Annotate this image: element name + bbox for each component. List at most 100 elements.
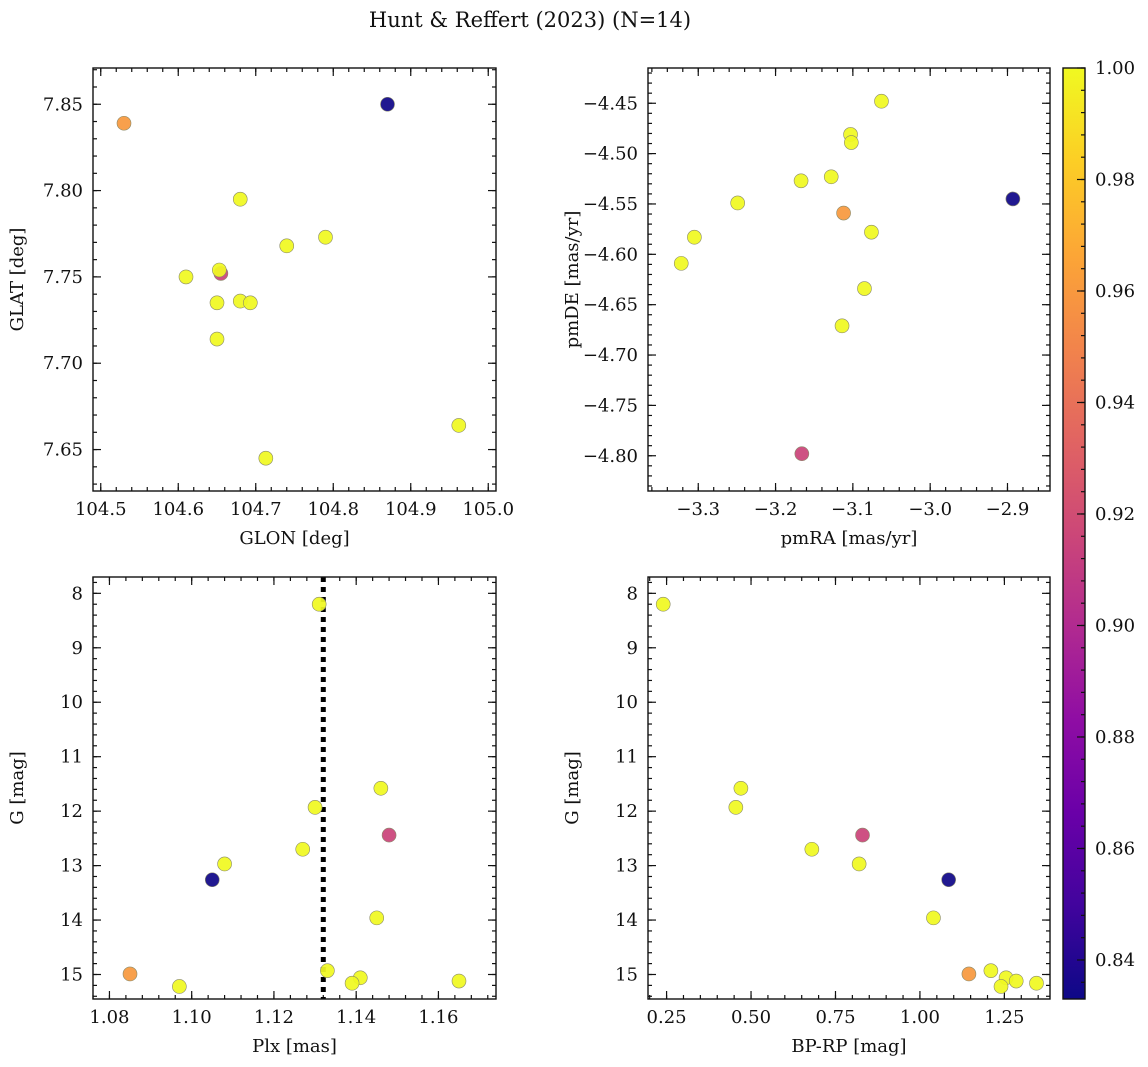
y-tick-label: 8	[627, 583, 638, 604]
y-axis-label: G [mag]	[562, 751, 583, 824]
y-tick-label: 9	[72, 638, 83, 659]
x-tick-label: 1.16	[418, 1007, 458, 1028]
scatter-point	[673, 256, 689, 271]
colorbar-tick-label: 1.00	[1095, 58, 1135, 79]
scatter-point	[730, 195, 745, 211]
scatter-point	[209, 295, 225, 311]
x-tick-label: 0.50	[731, 1007, 771, 1028]
scatter-point	[279, 238, 295, 254]
scatter-point	[172, 979, 187, 994]
colorbar-tick-label: 0.86	[1095, 838, 1135, 859]
y-tick-label: 9	[627, 638, 638, 659]
y-tick-label: 12	[615, 801, 638, 822]
colorbar-tick-label: 0.84	[1095, 950, 1135, 971]
scatter-point	[344, 975, 360, 991]
x-tick-label: −3.1	[831, 499, 875, 520]
x-tick-label: 105.0	[462, 499, 514, 520]
colorbar-tick-label: 0.94	[1095, 392, 1135, 413]
x-tick-label: 104.9	[385, 499, 437, 520]
y-tick-label: 10	[615, 692, 638, 713]
x-tick-label: 104.7	[230, 499, 282, 520]
scatter-point	[295, 841, 311, 857]
y-tick-label: 14	[615, 910, 638, 931]
y-tick-label: 7.65	[43, 440, 83, 461]
colorbar-tick-label: 0.98	[1095, 169, 1135, 190]
axes-frame	[92, 67, 497, 492]
axes-frame	[647, 67, 1051, 492]
axes-frame	[92, 576, 497, 1000]
scatter-point	[851, 856, 867, 872]
panel-4: 0.25 0.50 0.75 1.00 1.25 8 9 10 11 12 13 14 15 BP-RP …	[562, 576, 1051, 1057]
colorbar-gradient	[1063, 68, 1085, 999]
scatter-point	[855, 827, 870, 843]
scatter-point	[804, 841, 820, 857]
x-axis-label: GLON [deg]	[239, 528, 349, 549]
scatter-point	[864, 224, 879, 240]
y-axis-label: GLAT [deg]	[7, 228, 28, 332]
y-tick-label: 15	[615, 964, 638, 985]
scatter-point	[373, 780, 389, 796]
scatter-point	[320, 963, 335, 978]
y-tick-label: −4.55	[583, 194, 638, 215]
scatter-point	[232, 191, 248, 207]
scatter-point	[823, 169, 839, 185]
panel-3: 1.08 1.10 1.12 1.14 1.16 8 9 10 11 12 13 14 15 Plx [m…	[7, 576, 497, 1057]
x-tick-label: 1.00	[900, 1007, 940, 1028]
y-tick-label: −4.75	[583, 395, 638, 416]
y-tick-label: 7.80	[43, 181, 83, 202]
x-tick-label: 104.6	[152, 499, 204, 520]
panel-1: 104.5 104.6 104.7 104.8 104.9 105.0 7.65 7.70 7.…	[7, 67, 514, 549]
scatter-point	[116, 115, 132, 131]
y-tick-label: −4.60	[583, 244, 638, 265]
scatter-point	[961, 966, 977, 982]
x-tick-label: −3.2	[754, 499, 798, 520]
y-tick-label: −4.65	[583, 295, 638, 316]
y-tick-label: 7.70	[43, 353, 83, 374]
scatter-point	[258, 450, 274, 466]
scatter-point	[381, 827, 397, 843]
x-tick-label: 1.12	[254, 1007, 294, 1028]
scatter-point	[926, 910, 941, 926]
figure-title: Hunt & Reffert (2023) (N=14)	[369, 8, 691, 32]
x-axis-label: pmRA [mas/yr]	[781, 528, 918, 549]
scatter-point	[1029, 975, 1044, 991]
scatter-point	[178, 269, 194, 285]
y-tick-label: −4.45	[583, 93, 638, 114]
x-tick-label: 1.25	[984, 1007, 1024, 1028]
x-axis-label: BP-RP [mag]	[791, 1036, 906, 1057]
x-tick-label: 1.08	[89, 1007, 129, 1028]
y-tick-label: 13	[60, 856, 83, 877]
panel-2: −3.3 −3.2 −3.1 −3.0 −2.9 −4.80 −4.75 −4.70 −4.65…	[562, 67, 1051, 549]
colorbar-tick-label: 0.92	[1095, 504, 1135, 525]
scatter-point	[983, 963, 999, 978]
scatter-point	[380, 96, 395, 112]
scatter-point	[1008, 973, 1024, 989]
scatter-point	[836, 205, 851, 221]
scatter-point	[122, 966, 138, 982]
colorbar-tick-label: 0.88	[1095, 727, 1135, 748]
y-axis-label: G [mag]	[7, 751, 28, 824]
scatter-point	[217, 856, 232, 872]
scatter-point	[451, 973, 467, 989]
x-tick-label: 1.14	[336, 1007, 376, 1028]
x-tick-label: −2.9	[986, 499, 1030, 520]
y-tick-label: 13	[615, 856, 638, 877]
scatter-point	[311, 596, 327, 612]
scatter-point	[794, 446, 810, 462]
x-tick-label: −3.3	[676, 499, 720, 520]
scatter-point	[243, 295, 258, 311]
y-tick-label: 7.85	[43, 94, 83, 115]
y-tick-label: −4.70	[583, 345, 638, 366]
y-tick-label: 14	[60, 910, 83, 931]
y-tick-label: 15	[60, 964, 83, 985]
colorbar-tick-label: 0.96	[1095, 281, 1135, 302]
scatter-point	[728, 800, 744, 815]
colorbar: 0.84 0.86 0.88 0.90 0.92 0.94 0.96 0.98 1.00	[1062, 58, 1135, 1000]
scatter-point	[687, 229, 702, 245]
y-tick-label: 11	[60, 747, 83, 768]
scatter-point	[209, 331, 225, 347]
scatter-point	[793, 173, 809, 189]
x-tick-label: 104.5	[75, 499, 127, 520]
scatter-point	[1005, 191, 1021, 207]
scatter-point	[655, 596, 671, 612]
